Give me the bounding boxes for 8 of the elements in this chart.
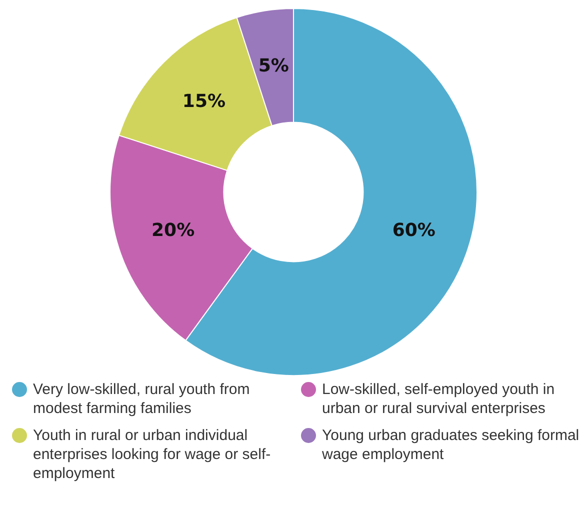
- legend-label: Very low-skilled, rural youth from modest farming families: [33, 380, 251, 418]
- data-label: 15%: [182, 91, 226, 112]
- legend-label: Young urban graduates seeking formal wage employment: [322, 426, 580, 464]
- data-label: 20%: [152, 220, 195, 241]
- legend-label: Youth in rural or urban individual enterprises looking for wage or self-employment: [33, 426, 272, 483]
- legend-label: Low-skilled, self-employed youth in urban or rural survival enterprises: [322, 380, 556, 418]
- data-label: 5%: [258, 56, 289, 77]
- data-label: 60%: [392, 220, 436, 241]
